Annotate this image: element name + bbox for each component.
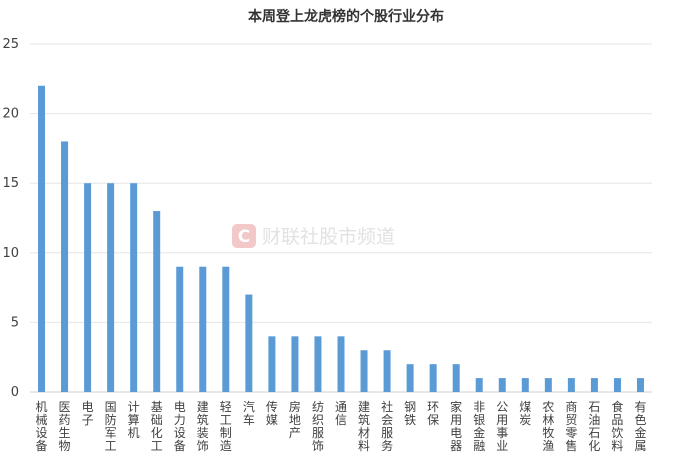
bar xyxy=(383,350,391,392)
bar xyxy=(544,378,552,392)
category-label: 非银金融 xyxy=(473,400,485,453)
bar xyxy=(590,378,598,392)
y-tick-label: 0 xyxy=(11,385,19,400)
y-tick-label: 20 xyxy=(2,107,19,122)
bar xyxy=(475,378,483,392)
y-tick-label: 5 xyxy=(11,315,19,330)
bar xyxy=(498,378,506,392)
category-label: 计算机 xyxy=(128,400,140,440)
category-label: 公用事业 xyxy=(496,400,508,453)
category-label: 有色金属 xyxy=(634,400,646,453)
category-label: 农林牧渔 xyxy=(542,400,554,453)
category-label: 传媒 xyxy=(266,399,278,427)
category-label: 国防军工 xyxy=(105,400,117,453)
y-tick-label: 15 xyxy=(2,176,19,191)
bar xyxy=(360,350,368,392)
category-label: 机械设备 xyxy=(36,400,48,453)
bar xyxy=(222,266,230,392)
chart-title: 本周登上龙虎榜的个股行业分布 xyxy=(248,8,444,25)
y-tick-label: 10 xyxy=(2,246,19,261)
watermark-text: 财联社股市频道 xyxy=(262,226,395,248)
category-label: 轻工制造 xyxy=(220,400,232,453)
bar xyxy=(153,211,161,392)
category-label: 环保 xyxy=(427,400,439,427)
bar xyxy=(245,294,253,392)
category-label: 石油石化 xyxy=(588,400,600,453)
category-label: 基础化工 xyxy=(151,400,163,453)
category-label: 电力设备 xyxy=(174,400,186,453)
bar xyxy=(107,183,115,392)
category-label: 社会服务 xyxy=(381,399,393,453)
bar xyxy=(337,336,345,392)
watermark-logo-icon xyxy=(232,224,256,248)
category-label: 钢铁 xyxy=(404,400,416,427)
category-label: 通信 xyxy=(335,400,347,427)
category-label: 建筑装饰 xyxy=(197,400,209,453)
bar xyxy=(613,378,621,392)
y-tick-label: 25 xyxy=(2,37,19,52)
category-label: 家用电器 xyxy=(450,399,462,453)
category-label: 煤炭 xyxy=(519,400,531,427)
category-label: 建筑材料 xyxy=(358,400,370,453)
bar xyxy=(130,183,138,392)
bar xyxy=(521,378,529,392)
category-label: 医药生物 xyxy=(59,400,71,453)
bar xyxy=(636,378,644,392)
bar xyxy=(291,336,299,392)
watermark: C 财联社股市频道 xyxy=(232,224,395,248)
bar xyxy=(452,364,460,392)
watermark-logo-letter: C xyxy=(238,227,250,247)
bar xyxy=(268,336,276,392)
category-label: 商贸零售 xyxy=(565,399,577,453)
category-label: 电子 xyxy=(82,400,94,427)
bar xyxy=(176,266,184,392)
bar xyxy=(314,336,322,392)
bar xyxy=(84,183,92,392)
category-label: 房地产 xyxy=(289,399,301,440)
bar xyxy=(199,266,207,392)
bar xyxy=(429,364,437,392)
bar xyxy=(406,364,414,392)
category-label: 纺织服饰 xyxy=(312,400,324,453)
category-label: 食品饮料 xyxy=(611,399,623,453)
bar xyxy=(567,378,575,392)
bar xyxy=(38,85,46,392)
bar xyxy=(61,141,69,392)
category-label: 汽车 xyxy=(243,399,255,427)
